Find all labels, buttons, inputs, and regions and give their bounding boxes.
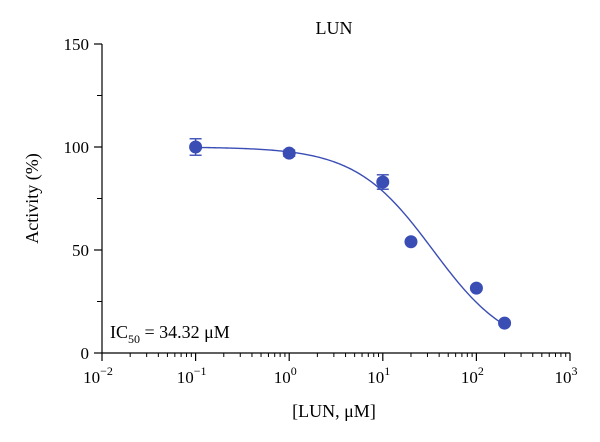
y-tick-label: 150 [64,35,90,54]
data-point [469,281,483,295]
x-tick-exponent: −2 [100,364,113,378]
data-marker [376,175,390,189]
fit-curve [195,146,505,326]
x-tick-label: 10−1 [177,364,207,387]
x-tick-label: 101 [367,364,390,387]
x-axis-title: [LUN, μM] [292,401,376,421]
data-point [498,316,512,330]
data-marker [469,281,483,295]
x-tick-exponent: 0 [291,364,297,378]
x-tick-base: 10 [367,368,384,387]
y-tick-label: 50 [72,241,89,260]
data-marker [404,235,418,249]
data-point [282,146,296,160]
data-marker [282,146,296,160]
x-tick-label: 10−2 [83,364,113,387]
x-tick-base: 10 [461,368,478,387]
x-tick-base: 10 [177,368,194,387]
x-tick-base: 10 [274,368,291,387]
ic50-value: = 34.32 μM [140,322,230,342]
x-tick-label: 103 [555,364,578,387]
data-points [189,138,512,330]
x-tick-exponent: 1 [384,364,390,378]
x-tick-exponent: −1 [194,364,207,378]
x-tick-exponent: 2 [478,364,484,378]
x-tick-base: 10 [83,368,100,387]
y-axis-title: Activity (%) [22,153,43,243]
data-marker [498,316,512,330]
x-tick-exponent: 3 [572,364,578,378]
data-marker [189,140,203,154]
axes [101,44,570,354]
chart-title: LUN [316,18,353,38]
ic50-subscript: 50 [128,332,140,346]
data-point [189,138,203,156]
x-tick-base: 10 [555,368,572,387]
y-axis-ticks: 0 50 100 150 [64,35,102,363]
ic50-prefix: IC [110,322,128,342]
x-tick-label: 102 [461,364,484,387]
ic50-annotation: IC50 = 34.32 μM [110,322,230,346]
x-tick-label: 100 [274,364,297,387]
data-point [376,174,390,190]
y-tick-label: 0 [81,344,90,363]
data-point [404,235,418,249]
y-tick-label: 100 [64,138,90,157]
x-axis-ticks: 10−2 10−1 100 101 102 103 [83,353,578,387]
